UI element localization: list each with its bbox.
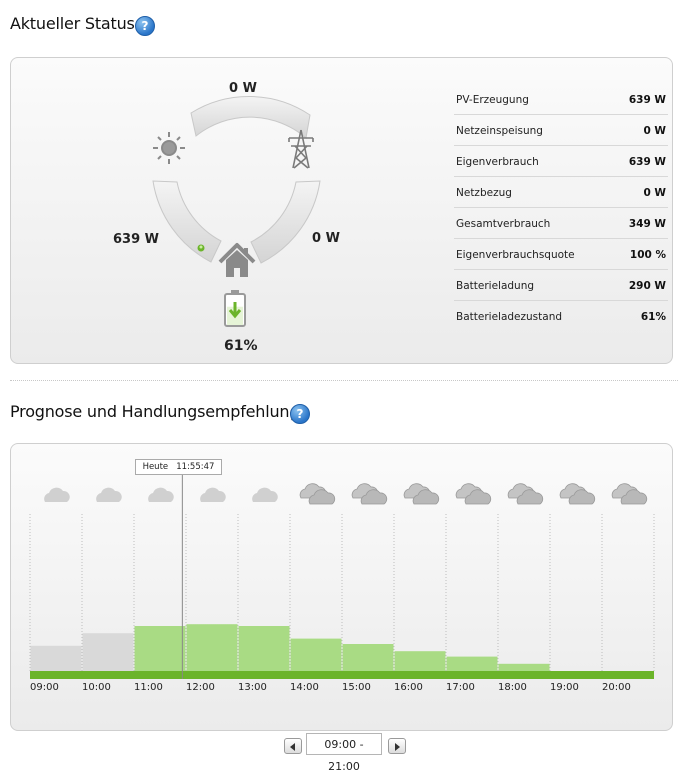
clouds-icon (455, 483, 492, 505)
table-row: Gesamtverbrauch 349 W (454, 208, 668, 239)
forecast-panel: 09:00 10:00 11:00 12:00 13:00 14:00 15:00 16:00… (10, 443, 673, 731)
row-label: Batterieladezustand (456, 311, 563, 323)
forecast-bar (394, 651, 446, 671)
clouds-icon (299, 483, 336, 505)
sun-icon (153, 132, 185, 164)
cloud-icon (148, 487, 174, 502)
forecast-bar (186, 624, 238, 671)
forecast-bar (238, 626, 290, 671)
clouds-icon (507, 483, 544, 505)
row-value: 290 W (628, 280, 666, 292)
x-tick-label: 11:00 (134, 682, 163, 693)
cloud-icon (96, 487, 122, 502)
status-title: Aktueller Status (10, 14, 135, 33)
row-label: Batterieladung (456, 280, 535, 292)
x-tick-label: 14:00 (290, 682, 319, 693)
x-tick-label: 12:00 (186, 682, 215, 693)
power-pylon-icon (288, 129, 314, 169)
forecast-bar (498, 663, 550, 671)
arrow-left-icon (290, 743, 295, 751)
forecast-bar (290, 638, 342, 671)
x-tick-label: 13:00 (238, 682, 267, 693)
row-value: 349 W (628, 218, 666, 230)
section-divider (10, 380, 678, 381)
forecast-bar (342, 644, 394, 671)
clouds-icon (403, 483, 440, 505)
x-tick-label: 09:00 (30, 682, 59, 693)
row-value: 100 % (629, 249, 666, 261)
table-row: Batterieladung 290 W (454, 270, 668, 301)
row-label: Gesamtverbrauch (456, 218, 551, 230)
x-tick-label: 16:00 (394, 682, 423, 693)
row-value: 639 W (628, 94, 666, 106)
forecast-bar (30, 645, 82, 671)
arc-pv-house (152, 180, 222, 263)
cloud-icon (200, 487, 226, 502)
row-value: 639 W (628, 156, 666, 168)
row-value: 0 W (643, 187, 666, 199)
x-tick-label: 18:00 (498, 682, 527, 693)
forecast-chart (29, 474, 655, 679)
flow-value-right: 0 W (312, 231, 340, 246)
cloud-icon (44, 487, 70, 502)
arc-grid-pv (190, 96, 311, 139)
baseline-bar (30, 671, 654, 679)
x-tick-label: 19:00 (550, 682, 579, 693)
clouds-icon (559, 483, 596, 505)
forecast-bar (82, 633, 134, 671)
forecast-help-icon[interactable]: ? (290, 404, 310, 424)
table-row: Batterieladezustand 61% (454, 301, 668, 331)
flow-value-left: 639 W (113, 232, 160, 247)
flow-indicator-icon (197, 244, 205, 252)
x-tick-label: 10:00 (82, 682, 111, 693)
row-value: 0 W (643, 125, 666, 137)
forecast-bar (134, 626, 186, 671)
arc-grid-house (250, 180, 321, 264)
row-label: Netzeinspeisung (456, 125, 543, 137)
status-help-icon[interactable]: ? (135, 16, 155, 36)
forecast-title: Prognose und Handlungsempfehlung (10, 402, 300, 421)
table-row: PV-Erzeugung 639 W (454, 84, 668, 115)
status-table: PV-Erzeugung 639 W Netzeinspeisung 0 W Eig… (454, 84, 668, 331)
table-row: Eigenverbrauchsquote 100 % (454, 239, 668, 270)
status-panel: 0 W 639 W 0 W 61% PV-Erzeugung 639 W Netz… (10, 57, 673, 364)
arrow-right-icon (395, 743, 400, 751)
row-label: Eigenverbrauch (456, 156, 539, 168)
previous-range-button[interactable] (284, 738, 302, 754)
time-range-display: 09:00 - 21:00 (306, 733, 382, 773)
next-range-button[interactable] (388, 738, 406, 754)
house-icon (218, 243, 256, 277)
x-tick-label: 17:00 (446, 682, 475, 693)
cloud-icon (252, 487, 278, 502)
x-tick-label: 15:00 (342, 682, 371, 693)
battery-icon (224, 290, 246, 327)
x-tick-label: 20:00 (602, 682, 631, 693)
row-label: PV-Erzeugung (456, 94, 529, 106)
battery-percent: 61% (224, 338, 258, 354)
row-value: 61% (640, 311, 666, 323)
clouds-icon (351, 483, 388, 505)
table-row: Netzbezug 0 W (454, 177, 668, 208)
clouds-icon (611, 483, 648, 505)
table-row: Netzeinspeisung 0 W (454, 115, 668, 146)
forecast-bar (446, 656, 498, 671)
flow-value-top: 0 W (229, 81, 257, 96)
now-label: Heute 11:55:47 (135, 459, 222, 475)
row-label: Netzbezug (456, 187, 512, 199)
energy-flow-diagram (152, 96, 321, 327)
row-label: Eigenverbrauchsquote (456, 249, 575, 261)
table-row: Eigenverbrauch 639 W (454, 146, 668, 177)
